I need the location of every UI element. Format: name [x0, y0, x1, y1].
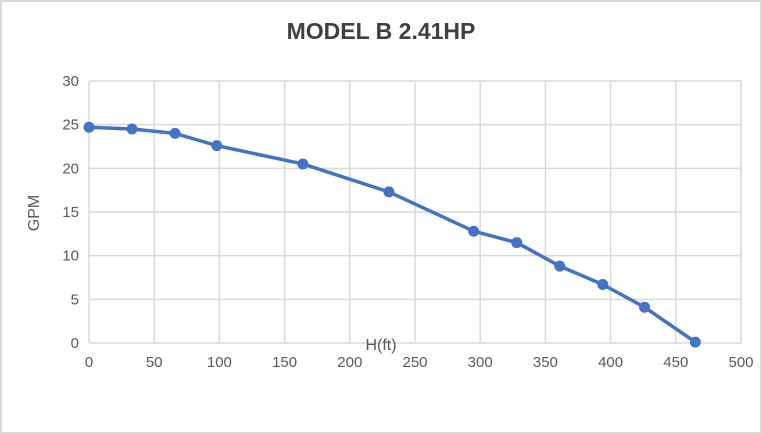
x-tick-label: 150: [272, 354, 297, 371]
x-tick-label: 250: [402, 354, 427, 371]
x-tick-label: 300: [468, 354, 493, 371]
y-tick-label: 15: [62, 204, 79, 221]
y-tick-label: 5: [71, 291, 79, 308]
data-point-marker: [468, 225, 480, 237]
y-tick-label: 10: [62, 248, 79, 265]
x-tick-label: 100: [207, 354, 232, 371]
data-point-marker: [511, 237, 523, 249]
y-tick-label: 30: [62, 73, 79, 90]
data-point-marker: [169, 127, 181, 139]
x-axis-title: H(ft): [365, 337, 397, 354]
chart-title: MODEL B 2.41HP: [286, 18, 476, 44]
x-tick-label: 500: [728, 354, 753, 371]
data-point-marker: [211, 140, 223, 152]
x-tick-label: 450: [663, 354, 688, 371]
y-axis-title: GPM: [26, 194, 43, 232]
data-point-marker: [554, 260, 566, 272]
data-point-marker: [639, 301, 651, 313]
data-point-marker: [597, 278, 609, 290]
x-tick-label: 400: [598, 354, 623, 371]
x-tick-label: 50: [146, 354, 163, 371]
data-point-marker: [297, 158, 309, 170]
y-tick-label: 20: [62, 160, 79, 177]
data-point-marker: [689, 336, 701, 348]
series-line: [87, 125, 698, 344]
data-point-marker: [126, 123, 138, 135]
y-tick-label: 0: [71, 335, 79, 352]
x-tick-label: 200: [337, 354, 362, 371]
x-tick-label: 350: [533, 354, 558, 371]
x-tick-label: 0: [85, 354, 93, 371]
data-point-marker: [83, 121, 95, 133]
y-tick-label: 25: [62, 117, 79, 134]
data-point-marker: [383, 186, 395, 198]
